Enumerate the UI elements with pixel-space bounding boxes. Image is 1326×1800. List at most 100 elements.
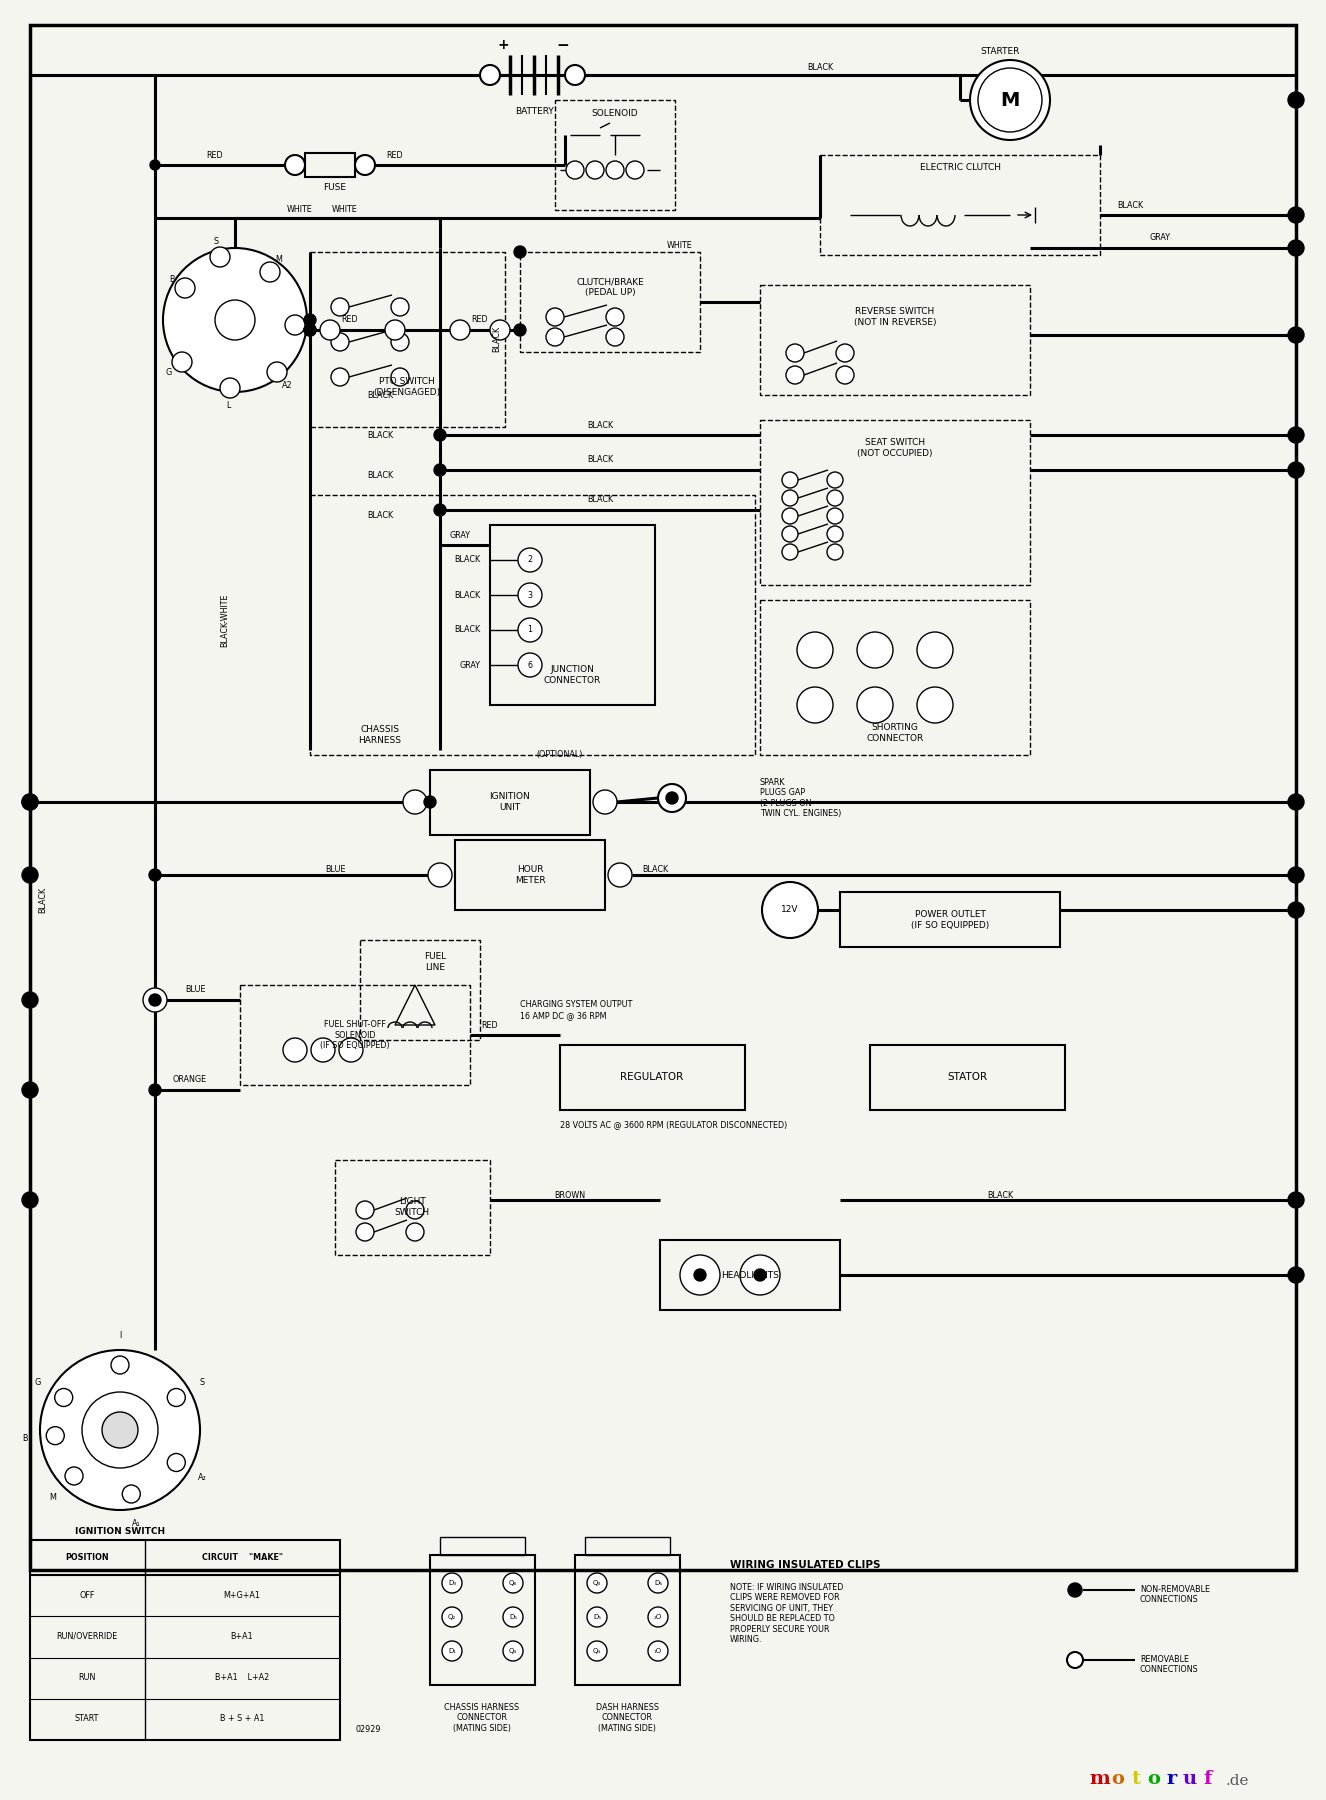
Circle shape: [971, 59, 1050, 140]
Circle shape: [215, 301, 255, 340]
Circle shape: [260, 263, 280, 283]
Bar: [430, 1555, 534, 1685]
Circle shape: [693, 1269, 705, 1282]
Circle shape: [626, 160, 644, 178]
Circle shape: [857, 632, 892, 668]
Circle shape: [282, 1039, 308, 1062]
Text: D₁: D₁: [448, 1649, 456, 1654]
Circle shape: [434, 464, 446, 475]
Text: f: f: [1204, 1769, 1212, 1787]
Circle shape: [339, 1039, 363, 1062]
Circle shape: [786, 365, 804, 383]
Circle shape: [1288, 794, 1303, 810]
Circle shape: [403, 790, 427, 814]
Bar: [310, 495, 754, 754]
Circle shape: [835, 344, 854, 362]
Text: RED: RED: [481, 1021, 499, 1030]
Circle shape: [167, 1454, 186, 1472]
Bar: [560, 1046, 745, 1111]
Circle shape: [285, 155, 305, 175]
Circle shape: [102, 1411, 138, 1447]
Text: D₅: D₅: [509, 1615, 517, 1620]
Text: POWER OUTLET
(IF SO EQUIPPED): POWER OUTLET (IF SO EQUIPPED): [911, 911, 989, 929]
Text: CHARGING SYSTEM OUTPUT
16 AMP DC @ 36 RPM: CHARGING SYSTEM OUTPUT 16 AMP DC @ 36 RP…: [520, 1001, 633, 1019]
Circle shape: [23, 868, 38, 884]
Text: IGNITION
UNIT: IGNITION UNIT: [489, 792, 530, 812]
Bar: [556, 101, 675, 211]
Text: L: L: [227, 401, 231, 410]
Text: CLUTCH/BRAKE
(PEDAL UP): CLUTCH/BRAKE (PEDAL UP): [575, 277, 644, 297]
Text: CIRCUIT    "MAKE": CIRCUIT "MAKE": [202, 1552, 282, 1561]
Circle shape: [827, 508, 843, 524]
Circle shape: [175, 277, 195, 299]
Text: RED: RED: [207, 151, 223, 160]
Text: BLACK: BLACK: [808, 63, 833, 72]
Text: STATOR: STATOR: [947, 1073, 987, 1082]
Text: M: M: [1000, 90, 1020, 110]
Text: G: G: [166, 367, 172, 376]
Text: BLUE: BLUE: [184, 986, 206, 994]
Text: B: B: [170, 275, 175, 284]
Circle shape: [150, 160, 160, 169]
Circle shape: [163, 248, 308, 392]
Circle shape: [355, 1222, 374, 1240]
Text: 28 VOLTS AC @ 3600 RPM (REGULATOR DISCONNECTED): 28 VOLTS AC @ 3600 RPM (REGULATOR DISCON…: [560, 1120, 788, 1130]
Circle shape: [65, 1467, 84, 1485]
Circle shape: [648, 1642, 668, 1661]
Circle shape: [406, 1201, 424, 1219]
Circle shape: [391, 367, 408, 385]
Text: G: G: [34, 1379, 41, 1388]
Circle shape: [480, 65, 500, 85]
Bar: [335, 1159, 491, 1255]
Circle shape: [391, 333, 408, 351]
Circle shape: [172, 353, 192, 373]
Bar: [430, 770, 590, 835]
Circle shape: [428, 862, 452, 887]
Text: NOTE: IF WIRING INSULATED
CLIPS WERE REMOVED FOR
SERVICING OF UNIT, THEY
SHOULD : NOTE: IF WIRING INSULATED CLIPS WERE REM…: [731, 1582, 843, 1643]
Text: D₃: D₃: [448, 1580, 456, 1586]
Circle shape: [797, 632, 833, 668]
Text: 3: 3: [528, 590, 533, 599]
Circle shape: [586, 160, 605, 178]
Text: JUNCTION
CONNECTOR: JUNCTION CONNECTOR: [544, 666, 601, 684]
Bar: [359, 940, 480, 1040]
Circle shape: [1288, 239, 1303, 256]
Text: I: I: [119, 1330, 121, 1339]
Circle shape: [666, 792, 678, 805]
Bar: [240, 985, 469, 1085]
Text: WIRING INSULATED CLIPS: WIRING INSULATED CLIPS: [731, 1561, 880, 1570]
Circle shape: [648, 1573, 668, 1593]
Bar: [760, 284, 1030, 394]
Circle shape: [1288, 902, 1303, 918]
Circle shape: [1288, 463, 1303, 479]
Text: NON-REMOVABLE
CONNECTIONS: NON-REMOVABLE CONNECTIONS: [1140, 1586, 1211, 1604]
Bar: [585, 1537, 670, 1555]
Text: BLACK: BLACK: [587, 495, 613, 504]
Text: BLACK: BLACK: [38, 887, 46, 913]
Text: BLACK: BLACK: [367, 511, 392, 520]
Text: SHORTING
CONNECTOR: SHORTING CONNECTOR: [866, 724, 924, 743]
Text: IGNITION SWITCH: IGNITION SWITCH: [76, 1528, 164, 1537]
Circle shape: [587, 1573, 607, 1593]
Circle shape: [210, 247, 229, 266]
Circle shape: [267, 362, 286, 382]
Circle shape: [1288, 1192, 1303, 1208]
Circle shape: [782, 526, 798, 542]
Bar: [520, 252, 700, 353]
Circle shape: [391, 299, 408, 317]
Circle shape: [827, 472, 843, 488]
Circle shape: [503, 1573, 522, 1593]
Text: BLACK: BLACK: [367, 470, 392, 479]
Circle shape: [312, 1039, 335, 1062]
Text: 2: 2: [528, 556, 533, 565]
Text: ₂O: ₂O: [654, 1615, 662, 1620]
Text: SPARK
PLUGS GAP
(2 PLUGS ON
TWIN CYL. ENGINES): SPARK PLUGS GAP (2 PLUGS ON TWIN CYL. EN…: [760, 778, 842, 817]
Circle shape: [835, 365, 854, 383]
Circle shape: [1067, 1582, 1082, 1597]
Circle shape: [385, 320, 404, 340]
Circle shape: [304, 324, 316, 337]
Circle shape: [23, 794, 38, 810]
Circle shape: [82, 1391, 158, 1469]
Bar: [30, 25, 1296, 1570]
Bar: [660, 1240, 839, 1310]
